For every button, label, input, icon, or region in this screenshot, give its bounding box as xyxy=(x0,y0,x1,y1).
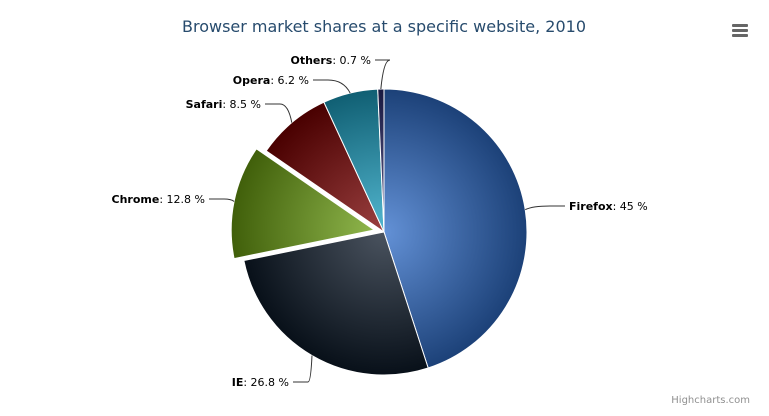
data-label-others: Others: 0.7 % xyxy=(290,54,371,67)
chart-title: Browser market shares at a specific webs… xyxy=(182,17,586,36)
data-label-firefox: Firefox: 45 % xyxy=(569,200,648,213)
connector-others xyxy=(375,59,391,90)
data-label-safari: Safari: 8.5 % xyxy=(186,98,261,111)
data-label-chrome: Chrome: 12.8 % xyxy=(112,193,205,206)
pie-slice-firefox[interactable] xyxy=(383,88,528,369)
hamburger-menu-icon xyxy=(732,24,748,27)
connector-chrome xyxy=(209,198,235,202)
data-label-ie: IE: 26.8 % xyxy=(232,376,289,389)
context-menu-button[interactable] xyxy=(728,20,752,42)
connector-ie xyxy=(293,355,313,383)
data-label-opera: Opera: 6.2 % xyxy=(233,74,309,87)
credits-link[interactable]: Highcharts.com xyxy=(671,395,750,406)
connector-opera xyxy=(313,79,351,94)
pie-slice-ie[interactable] xyxy=(243,231,429,376)
connector-firefox xyxy=(525,205,565,211)
connector-safari xyxy=(265,103,293,123)
